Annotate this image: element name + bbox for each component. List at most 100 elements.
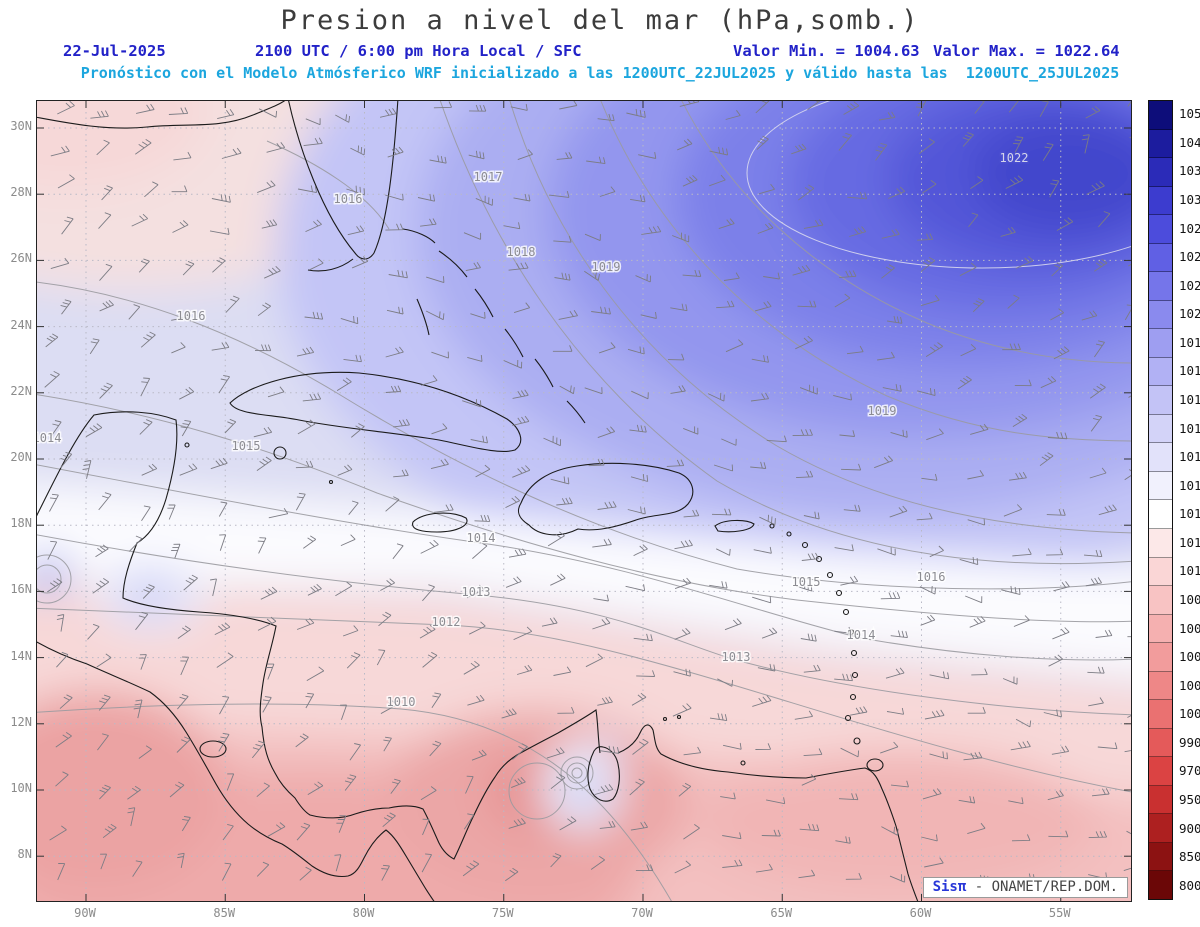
lat-tick-label: 24N <box>10 317 32 332</box>
lon-tick-label: 75W <box>491 906 514 920</box>
colorbar-label: 950 <box>1179 792 1200 807</box>
lat-tick-label: 22N <box>10 383 32 398</box>
svg-text:1018: 1018 <box>507 245 536 259</box>
lon-tick-label: 65W <box>770 906 793 920</box>
colorbar-segment <box>1149 671 1172 701</box>
svg-text:1010: 1010 <box>387 695 416 709</box>
colorbar-label: 1020 <box>1179 306 1200 322</box>
colorbar-label: 1015 <box>1179 449 1200 465</box>
date-label: 22-Jul-2025 <box>63 42 166 60</box>
colorbar-label: 1040 <box>1179 134 1200 150</box>
colorbar-segment <box>1149 586 1172 615</box>
colorbar-label: 1018 <box>1179 363 1200 379</box>
lat-tick-label: 20N <box>10 450 32 464</box>
lat-tick-label: 28N <box>10 185 32 200</box>
lon-tick-label: 60W <box>909 906 932 920</box>
lat-tick-label: 18N <box>10 516 32 531</box>
colorbar-segment <box>1149 158 1172 187</box>
colorbar-segment <box>1149 785 1172 815</box>
colorbar-segment <box>1149 757 1172 786</box>
lat-tick-label: 16N <box>10 582 32 597</box>
lat-tick-label: 26N <box>10 251 32 266</box>
colorbar-segment <box>1149 842 1172 872</box>
colorbar-segment <box>1149 528 1172 558</box>
colorbar-segment <box>1149 357 1172 387</box>
colorbar-label: 1030 <box>1179 192 1200 207</box>
colorbar-label: 1004 <box>1179 649 1200 665</box>
colorbar-segment <box>1149 728 1172 758</box>
coastlines <box>37 101 919 901</box>
svg-text:1012: 1012 <box>432 615 461 629</box>
contour-label-layer: 1022 1017 1016 1018 1019 1016 1019 1015 1014 1014… <box>37 150 1030 711</box>
colorbar-label: 1017 <box>1179 392 1200 407</box>
lat-tick-label: 8N <box>17 847 32 862</box>
pressure-shading <box>37 101 1131 901</box>
brand-onamet-label: - ONAMET/REP.DOM. <box>966 879 1118 895</box>
svg-text:1017: 1017 <box>474 170 503 184</box>
colorbar-segment <box>1149 300 1172 330</box>
colorbar-segment <box>1149 243 1172 273</box>
colorbar-segment <box>1149 129 1172 159</box>
max-value-label: Valor Max. = 1022.64 <box>933 42 1120 60</box>
colorbar-segment <box>1149 643 1172 672</box>
colorbar-label: 990 <box>1179 734 1200 750</box>
colorbar-label: 1000 <box>1179 706 1200 722</box>
colorbar-segment <box>1149 329 1172 358</box>
lon-tick-label: 90W <box>74 906 96 920</box>
colorbar-segment <box>1149 215 1172 244</box>
colorbar-segment <box>1149 186 1172 216</box>
svg-text:1016: 1016 <box>177 309 206 323</box>
page-title: Presion a nivel del mar (hPa,somb.) <box>280 5 920 36</box>
colorbar-label: 1014 <box>1179 477 1200 493</box>
colorbar-label: 800 <box>1179 877 1200 893</box>
colorbar-label: 1050 <box>1179 106 1200 122</box>
brand-badge: Sisπ - ONAMET/REP.DOM. <box>922 877 1128 898</box>
lat-tick-label: 30N <box>10 119 32 133</box>
colorbar-segment <box>1149 101 1172 130</box>
svg-text:1014: 1014 <box>467 531 496 545</box>
colorbar-segment <box>1149 700 1172 729</box>
svg-text:1016: 1016 <box>917 570 946 584</box>
pressure-colorbar <box>1148 100 1173 900</box>
colorbar-segment <box>1149 414 1172 444</box>
lat-tick-label: 10N <box>10 781 32 795</box>
colorbar-segment <box>1149 614 1172 644</box>
brand-sis-label: Sisπ <box>932 879 967 895</box>
colorbar-segment <box>1149 272 1172 301</box>
isobar-contours <box>37 101 1131 901</box>
svg-text:1013: 1013 <box>462 585 491 599</box>
svg-text:1019: 1019 <box>592 260 621 274</box>
colorbar-label: 1010 <box>1179 563 1200 579</box>
lon-tick-label: 55W <box>1048 906 1071 920</box>
colorbar-label: 1002 <box>1179 677 1200 693</box>
lon-tick-label: 70W <box>631 906 653 920</box>
colorbar-label: 900 <box>1179 820 1200 836</box>
svg-text:1015: 1015 <box>232 439 261 453</box>
colorbar-label: 1035 <box>1179 163 1200 179</box>
svg-text:1016: 1016 <box>334 192 363 206</box>
colorbar-label: 1006 <box>1179 620 1200 636</box>
colorbar-label: 1016 <box>1179 420 1200 436</box>
lat-tick-label: 14N <box>10 648 32 663</box>
colorbar-label: 1008 <box>1179 592 1200 607</box>
svg-text:1013: 1013 <box>722 650 751 664</box>
lon-tick-label: 80W <box>352 906 375 920</box>
map-area: 1022 1017 1016 1018 1019 1016 1019 1015 1014 1014… <box>36 100 1132 902</box>
colorbar-label: 1025 <box>1179 249 1200 265</box>
colorbar-segment <box>1149 443 1172 472</box>
colorbar-label: 1012 <box>1179 534 1200 550</box>
colorbar-segment <box>1149 557 1172 587</box>
model-info-label: Pronóstico con el Modelo Atmósferico WRF… <box>80 64 1120 82</box>
svg-text:1014: 1014 <box>37 431 61 445</box>
colorbar-segment <box>1149 471 1172 501</box>
colorbar-label: 1022 <box>1179 277 1200 293</box>
colorbar-segment <box>1149 386 1172 415</box>
svg-text:1022: 1022 <box>1000 151 1029 165</box>
colorbar-segment <box>1149 871 1172 899</box>
colorbar-label: 850 <box>1179 849 1200 865</box>
lon-tick-label: 85W <box>213 906 236 920</box>
colorbar-label: 1013 <box>1179 506 1200 522</box>
svg-text:1014: 1014 <box>847 628 876 642</box>
valid-time-label: 2100 UTC / 6:00 pm Hora Local / SFC <box>255 42 582 60</box>
